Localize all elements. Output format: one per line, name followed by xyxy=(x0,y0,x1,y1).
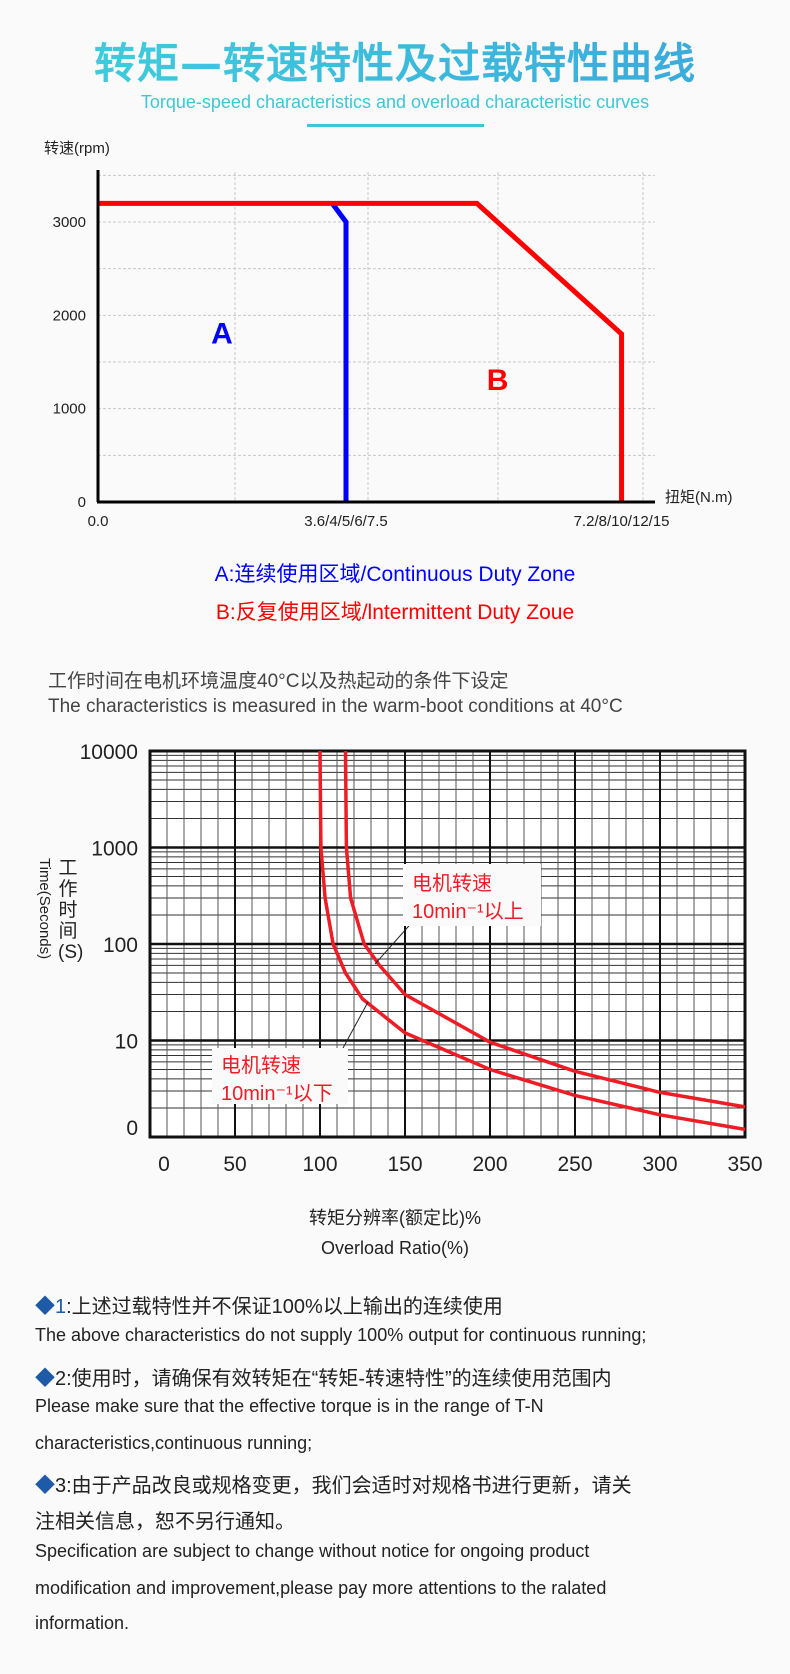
x-tick-label: 200 xyxy=(472,1153,507,1176)
note-3-cn-1: ◆3:由于产品改良或规格变更，我们会适时对规格书进行更新，请关 xyxy=(35,1469,632,1498)
page-title: 转矩—转速特性及过载特性曲线 xyxy=(0,30,790,91)
x-tick-label: 350 xyxy=(727,1153,762,1176)
x-tick-label: 250 xyxy=(557,1153,592,1176)
note-2-en-1: Please make sure that the effective torq… xyxy=(35,1396,544,1416)
annotation-below-leader xyxy=(342,1001,369,1049)
annotation-above: 电机转速 10min⁻¹以上 xyxy=(374,864,541,965)
annotation-below-line1: 电机转速 xyxy=(221,1054,301,1077)
x-tick-label: 300 xyxy=(642,1153,677,1176)
y-tick-label: 3000 xyxy=(53,214,86,231)
note-3-en-2: modification and improvement,please pay … xyxy=(35,1578,607,1598)
y-tick-label: 100 xyxy=(103,934,138,957)
overload-chart-grid xyxy=(148,749,747,1139)
x-tick-label: 100 xyxy=(302,1153,337,1176)
condition-note-en: The characteristics is measured in the w… xyxy=(48,696,623,717)
annotation-above-line2: 10min⁻¹以上 xyxy=(412,900,524,923)
note-1-en: The above characteristics do not supply … xyxy=(35,1325,647,1345)
note-3-text: 3:由于产品改良或规格变更，我们会适时对规格书进行更新，请关 xyxy=(55,1475,632,1497)
plot-frame xyxy=(148,749,747,1139)
overload-chart-curves xyxy=(318,750,746,1132)
y-tick-label: 1000 xyxy=(91,838,138,861)
diamond-bullet-icon: ◆ xyxy=(35,1368,55,1390)
y-tick-label: 0 xyxy=(78,494,86,511)
x-tick-label: 3.6/4/5/6/7.5 xyxy=(304,513,387,530)
x-tick-label: 0.0 xyxy=(88,513,109,530)
y-tick-label: 2000 xyxy=(53,307,86,324)
diamond-bullet-icon: ◆ xyxy=(35,1475,55,1497)
torque-chart-labels: 0 1000 2000 3000 0.0 3.6/4/5/6/7.5 7.2/8/10/12… xyxy=(53,214,670,530)
legend-zone-a: A:连续使用区域/Continuous Duty Zone xyxy=(214,563,576,586)
y-tick-label: 0 xyxy=(126,1117,138,1140)
y-tick-label: 1000 xyxy=(53,401,86,418)
zone-label-B: B xyxy=(487,364,509,397)
x-tick-label: 0 xyxy=(158,1153,170,1176)
note-3-en-3: information. xyxy=(35,1613,130,1633)
x-tick-label: 150 xyxy=(387,1153,422,1176)
torque-chart-grid xyxy=(98,172,655,502)
diamond-bullet-icon: ◆ xyxy=(35,1296,55,1318)
x-tick-label: 7.2/8/10/12/15 xyxy=(574,513,670,530)
legend-zone-b: B:反复使用区域/lntermittent Duty Zoue xyxy=(215,601,575,624)
torque-speed-chart: 0 1000 2000 3000 0.0 3.6/4/5/6/7.5 7.2/8/10/12… xyxy=(53,170,733,530)
note-2-en-2: characteristics,continuous running; xyxy=(35,1433,313,1453)
y-tick-label: 10 xyxy=(115,1031,138,1054)
page-subtitle: Torque-speed characteristics and overloa… xyxy=(140,92,650,112)
annotation-above-box xyxy=(403,864,541,926)
overload-x-label-en: Overload Ratio(%) xyxy=(321,1238,469,1258)
annotation-below-line2: 10min⁻¹以下 xyxy=(221,1083,333,1105)
title-divider xyxy=(307,124,484,127)
note-2-cn: ◆2:使用时，请确保有效转矩在“转矩-转速特性”的连续使用范围内 xyxy=(35,1362,612,1391)
series-line-A xyxy=(330,201,349,502)
annotation-above-leader xyxy=(374,918,416,965)
torque-chart-lines xyxy=(98,200,625,502)
torque-chart-y-label: 转速(rpm) xyxy=(44,140,110,157)
overload-curve-2 xyxy=(343,750,746,1109)
overload-curve-1 xyxy=(318,750,746,1132)
zone-label-A: A xyxy=(211,317,233,350)
annotation-below-box xyxy=(212,1048,348,1104)
overload-x-label-cn: 转矩分辨率(额定比)% xyxy=(309,1208,481,1228)
overload-y-label-cn: 工作时间(S) xyxy=(58,858,84,963)
note-3-cn-2: 注相关信息，恕不另行通知。 xyxy=(35,1511,295,1533)
note-1-cn: ◆1:上述过载特性并不保证100%以上输出的连续使用 xyxy=(35,1290,503,1319)
note-3-en-1: Specification are subject to change with… xyxy=(35,1541,590,1561)
note-1-text: :上述过载特性并不保证100%以上输出的连续使用 xyxy=(66,1296,503,1318)
annotation-above-line1: 电机转速 xyxy=(412,872,492,895)
annotation-below: 电机转速 10min⁻¹以下 xyxy=(212,1001,369,1105)
condition-note-cn: 工作时间在电机环境温度40°C以及热起动的条件下设定 xyxy=(48,671,509,692)
note-1-number: 1 xyxy=(55,1296,67,1318)
y-tick-label: 10000 xyxy=(80,741,138,764)
series-line-B xyxy=(98,200,625,502)
overload-y-label-en: Time(Seconds) xyxy=(36,858,53,959)
x-tick-label: 50 xyxy=(223,1153,246,1176)
torque-chart-x-label: 扭矩(N.m) xyxy=(665,489,733,506)
note-2-text: 2:使用时，请确保有效转矩在“转矩-转速特性”的连续使用范围内 xyxy=(55,1368,612,1390)
